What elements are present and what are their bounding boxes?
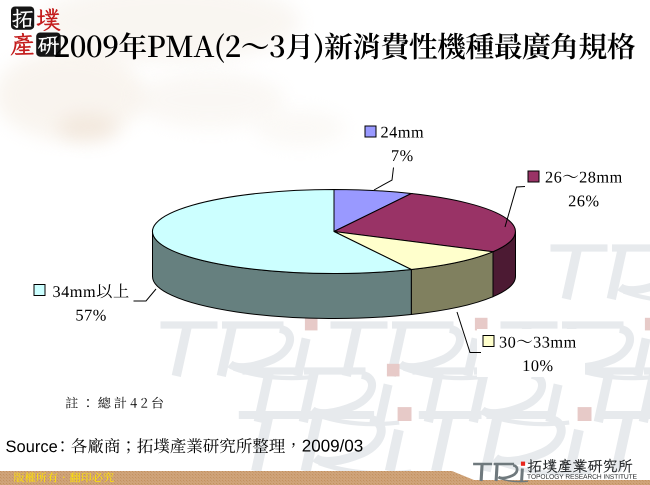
tri-watermark	[375, 383, 393, 423]
tri-watermark	[561, 247, 583, 300]
source-line	[302, 439, 363, 452]
tri-watermark	[300, 413, 323, 473]
tri-watermark	[384, 428, 404, 473]
pie-top-surface	[152, 188, 414, 274]
copyright-band	[0, 471, 650, 485]
pie-data-labels	[373, 167, 394, 191]
tri-watermark	[312, 414, 386, 466]
pie-data-labels	[28, 278, 134, 327]
tri-seal-logo	[38, 36, 60, 55]
pie-data-labels	[381, 126, 424, 138]
map-watermark	[255, 110, 345, 146]
tri-watermark	[397, 324, 464, 372]
source-line	[6, 438, 363, 454]
pie-data-labels	[133, 288, 157, 302]
pie-data-labels	[364, 125, 377, 138]
tri-watermark	[479, 370, 546, 418]
tri-watermark	[474, 317, 488, 331]
pie-data-labels	[28, 119, 632, 377]
pie-data-labels	[504, 186, 526, 228]
tri-watermark	[644, 317, 650, 331]
tri-watermark	[402, 366, 488, 381]
pie-data-labels	[499, 336, 576, 348]
tri-watermark	[498, 460, 592, 476]
pie-data-labels	[522, 164, 632, 212]
chart-note	[58, 389, 180, 412]
tri-seal-logo	[36, 8, 61, 31]
tri-footer-logo	[520, 468, 524, 482]
tri-watermark	[611, 413, 634, 473]
chart-title	[55, 32, 635, 63]
pie-data-labels	[456, 311, 481, 353]
map-watermark	[0, 50, 145, 140]
pie-data-labels	[545, 171, 622, 183]
tri-watermark	[251, 413, 274, 473]
tri-footer-logo	[527, 474, 637, 479]
tri-footer-logo	[520, 461, 526, 466]
pie-data-labels	[568, 195, 599, 207]
pie-top-surface	[152, 188, 516, 274]
tri-seal-logo	[10, 6, 61, 57]
pie-top-surface	[333, 231, 495, 271]
tri-watermark	[431, 413, 454, 473]
tri-watermark	[606, 247, 628, 300]
tri-footer-logo	[494, 463, 499, 482]
copyright-band	[13, 472, 114, 483]
pie-data-labels	[76, 309, 106, 321]
tri-footer-logo	[499, 477, 529, 483]
tri-watermark	[386, 363, 400, 377]
tri-watermark	[160, 244, 650, 476]
tri-watermark	[492, 414, 566, 466]
pie-data-labels	[392, 150, 413, 162]
chart-title	[55, 32, 635, 63]
tri-watermark	[564, 428, 584, 473]
tri-watermark	[232, 366, 318, 381]
tri-footer-logo	[527, 458, 633, 473]
tri-watermark	[622, 289, 650, 301]
tri-watermark	[309, 370, 376, 418]
pie-data-labels	[477, 329, 585, 377]
tri-watermark	[298, 370, 320, 423]
tri-footer-logo	[479, 463, 484, 482]
tri-watermark	[227, 324, 294, 372]
tri-watermark	[304, 317, 318, 331]
tri-watermark	[577, 407, 592, 421]
pie-data-labels	[53, 283, 129, 299]
pie-data-labels	[527, 170, 540, 183]
tri-watermark	[397, 407, 412, 421]
pie-data-labels	[33, 284, 46, 296]
pie-data-labels	[482, 335, 495, 347]
source-line	[6, 440, 57, 453]
map-watermark	[58, 114, 118, 142]
map-watermark	[135, 72, 285, 128]
tri-watermark	[216, 324, 238, 377]
tri-seal-logo	[10, 32, 34, 56]
tri-watermark	[171, 324, 193, 377]
tri-footer-logo	[497, 463, 519, 480]
pie-data-labels	[523, 360, 553, 372]
copyright-band	[0, 471, 650, 485]
tri-footer-logo	[473, 458, 637, 483]
tri-watermark	[480, 413, 503, 473]
tri-watermark	[617, 282, 650, 295]
pie-walls	[152, 231, 516, 319]
tri-seal-logo	[12, 8, 33, 29]
